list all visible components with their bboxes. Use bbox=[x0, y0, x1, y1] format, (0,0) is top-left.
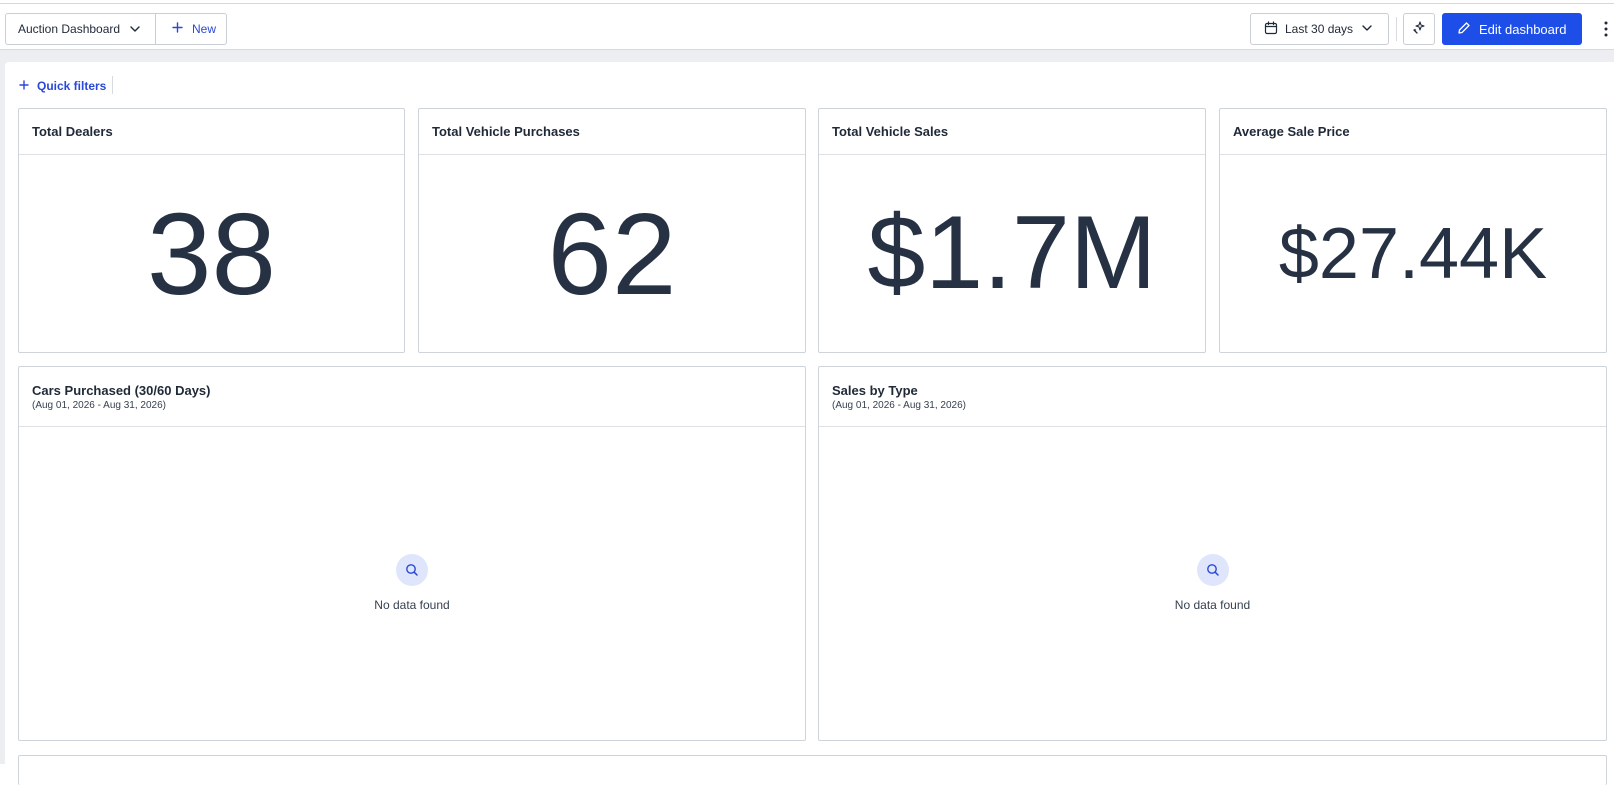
kpi-value: 38 bbox=[146, 188, 277, 319]
card-header: Total Dealers bbox=[19, 109, 404, 155]
card-header: Sales by Type (Aug 01, 2026 - Aug 31, 20… bbox=[819, 367, 1606, 427]
kpi-value: $1.7M bbox=[867, 195, 1157, 311]
kpi-value: $27.44K bbox=[1278, 213, 1548, 294]
edit-dashboard-button[interactable]: Edit dashboard bbox=[1442, 13, 1582, 45]
quick-filters-button[interactable]: Quick filters bbox=[19, 76, 106, 96]
dashboard-selector[interactable]: Auction Dashboard bbox=[5, 13, 156, 45]
card-title: Average Sale Price bbox=[1233, 124, 1350, 139]
kpi-card-average-sale-price[interactable]: Average Sale Price $27.44K bbox=[1219, 108, 1607, 353]
search-icon bbox=[396, 554, 428, 586]
calendar-icon bbox=[1264, 20, 1278, 38]
date-range-picker[interactable]: Last 30 days bbox=[1250, 13, 1389, 45]
new-label: New bbox=[192, 22, 217, 36]
card-title: Total Vehicle Sales bbox=[832, 124, 949, 139]
chevron-down-icon bbox=[129, 23, 141, 38]
new-button[interactable]: New bbox=[155, 13, 227, 45]
chart-card-sales-by-type[interactable]: Sales by Type (Aug 01, 2026 - Aug 31, 20… bbox=[818, 366, 1607, 741]
chevron-down-icon bbox=[1361, 22, 1373, 37]
toolbar-divider bbox=[1396, 17, 1397, 41]
ai-assist-button[interactable] bbox=[1403, 13, 1435, 45]
plus-icon bbox=[19, 79, 29, 93]
kpi-value: 62 bbox=[547, 188, 677, 319]
search-icon bbox=[1196, 554, 1229, 586]
kpi-card-total-vehicle-purchases[interactable]: Total Vehicle Purchases 62 bbox=[418, 108, 806, 353]
edit-dashboard-label: Edit dashboard bbox=[1479, 21, 1567, 37]
kpi-card-total-dealers[interactable]: Total Dealers 38 bbox=[18, 108, 405, 353]
card-header: Average Sale Price bbox=[1220, 109, 1606, 155]
more-vertical-icon bbox=[1598, 21, 1614, 44]
card-date-range: (Aug 01, 2026 - Aug 31, 2026) bbox=[32, 400, 166, 411]
card-header: Total Vehicle Sales bbox=[819, 109, 1205, 155]
card-header: Total Vehicle Purchases bbox=[419, 109, 805, 155]
quick-filters-label: Quick filters bbox=[37, 79, 107, 93]
window-top-border bbox=[0, 0, 1614, 4]
dashboard-toolbar: Auction Dashboard New Last 30 days Edit … bbox=[0, 5, 1614, 50]
card-title: Cars Purchased (30/60 Days) bbox=[32, 383, 211, 398]
card-title: Total Vehicle Purchases bbox=[432, 124, 580, 139]
card-date-range: (Aug 01, 2026 - Aug 31, 2026) bbox=[832, 400, 966, 411]
filters-divider bbox=[112, 76, 113, 94]
pencil-icon bbox=[1457, 21, 1471, 38]
empty-state: No data found bbox=[819, 426, 1606, 740]
sparkle-icon bbox=[1411, 20, 1427, 39]
plus-icon bbox=[172, 22, 183, 36]
empty-state: No data found bbox=[19, 426, 805, 740]
empty-state-text: No data found bbox=[1174, 598, 1251, 612]
chart-card-cars-purchased[interactable]: Cars Purchased (30/60 Days) (Aug 01, 202… bbox=[18, 366, 806, 741]
date-range-label: Last 30 days bbox=[1285, 22, 1354, 36]
dashboard-name: Auction Dashboard bbox=[18, 22, 121, 36]
card-title: Sales by Type bbox=[832, 383, 918, 398]
more-options-button[interactable] bbox=[1598, 18, 1614, 40]
empty-state-text: No data found bbox=[374, 598, 450, 612]
kpi-card-total-vehicle-sales[interactable]: Total Vehicle Sales $1.7M bbox=[818, 108, 1206, 353]
next-card-partial[interactable] bbox=[18, 755, 1607, 785]
card-title: Total Dealers bbox=[32, 124, 113, 139]
card-header: Cars Purchased (30/60 Days) (Aug 01, 202… bbox=[19, 367, 805, 427]
